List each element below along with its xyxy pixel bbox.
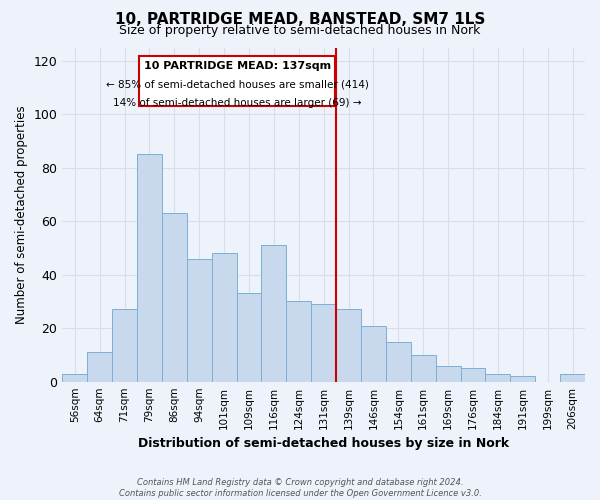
Bar (411, 355, 436, 382)
Bar (286, 302, 311, 382)
Text: Size of property relative to semi-detached houses in Nork: Size of property relative to semi-detach… (119, 24, 481, 37)
Text: 10, PARTRIDGE MEAD, BANSTEAD, SM7 1LS: 10, PARTRIDGE MEAD, BANSTEAD, SM7 1LS (115, 12, 485, 28)
Bar (485, 374, 511, 382)
Bar (236, 294, 262, 382)
Text: ← 85% of semi-detached houses are smaller (414): ← 85% of semi-detached houses are smalle… (106, 80, 368, 90)
X-axis label: Distribution of semi-detached houses by size in Nork: Distribution of semi-detached houses by … (138, 437, 509, 450)
Y-axis label: Number of semi-detached properties: Number of semi-detached properties (15, 106, 28, 324)
Bar (187, 258, 212, 382)
Bar (336, 310, 361, 382)
Text: 10 PARTRIDGE MEAD: 137sqm: 10 PARTRIDGE MEAD: 137sqm (143, 61, 331, 71)
Bar (386, 342, 411, 382)
Bar (262, 246, 286, 382)
Bar (560, 374, 585, 382)
FancyBboxPatch shape (139, 56, 335, 106)
Bar (62, 374, 87, 382)
Bar (461, 368, 485, 382)
Bar (436, 366, 461, 382)
Text: 14% of semi-detached houses are larger (69) →: 14% of semi-detached houses are larger (… (113, 98, 361, 108)
Bar (112, 310, 137, 382)
Bar (311, 304, 336, 382)
Bar (511, 376, 535, 382)
Bar (87, 352, 112, 382)
Bar (162, 214, 187, 382)
Bar (212, 254, 236, 382)
Bar (137, 154, 162, 382)
Text: Contains HM Land Registry data © Crown copyright and database right 2024.
Contai: Contains HM Land Registry data © Crown c… (119, 478, 481, 498)
Bar (361, 326, 386, 382)
